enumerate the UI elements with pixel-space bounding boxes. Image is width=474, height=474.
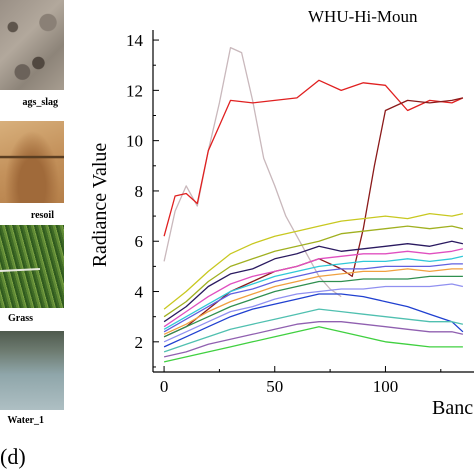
series-line-9 <box>163 268 463 335</box>
series-line-2 <box>163 97 464 338</box>
y-axis-label: Radiance Value <box>89 143 111 268</box>
grass-photo-label: Grass <box>8 313 33 324</box>
series-line-14 <box>163 321 464 358</box>
y-tick-label: 12 <box>126 81 143 100</box>
series-line-3 <box>163 212 464 310</box>
slag-photo-label: ags_slag <box>22 97 58 108</box>
baresoil-photo-label: resoil <box>30 210 54 221</box>
series-line-15 <box>163 326 463 363</box>
series-line-4 <box>163 225 464 318</box>
chart-title: WHU-Hi-Moun <box>308 7 418 26</box>
water-photo-label: Water_1 <box>7 415 44 426</box>
series-line-6 <box>163 248 464 328</box>
grass-photo <box>0 225 64 308</box>
series-line-5 <box>163 240 464 323</box>
series-line-8 <box>163 263 463 333</box>
series-line-11 <box>163 283 464 343</box>
series-line-13 <box>163 308 464 353</box>
series-line-10 <box>163 275 463 338</box>
y-tick-label: 4 <box>135 283 144 302</box>
water-photo <box>0 331 64 410</box>
y-tick-label: 8 <box>135 182 144 201</box>
slag-photo <box>0 0 64 90</box>
y-tick-label: 2 <box>135 333 144 352</box>
x-tick-label: 0 <box>160 377 169 396</box>
series-line-1 <box>163 79 464 237</box>
y-tick-label: 14 <box>126 31 144 50</box>
chart-axes: 2 4 6 8 10 12 14 0 50 100 <box>126 30 474 396</box>
series-line-12 <box>163 293 464 348</box>
baresoil-photo <box>0 121 64 203</box>
series-line-7 <box>163 255 464 330</box>
chart-series <box>163 46 464 363</box>
panel-label: (d) <box>0 444 26 469</box>
y-tick-label: 6 <box>135 232 144 251</box>
x-tick-label: 50 <box>266 377 283 396</box>
x-axis-label: Banc <box>432 397 473 419</box>
y-tick-label: 10 <box>126 132 143 151</box>
x-tick-label: 100 <box>373 377 399 396</box>
